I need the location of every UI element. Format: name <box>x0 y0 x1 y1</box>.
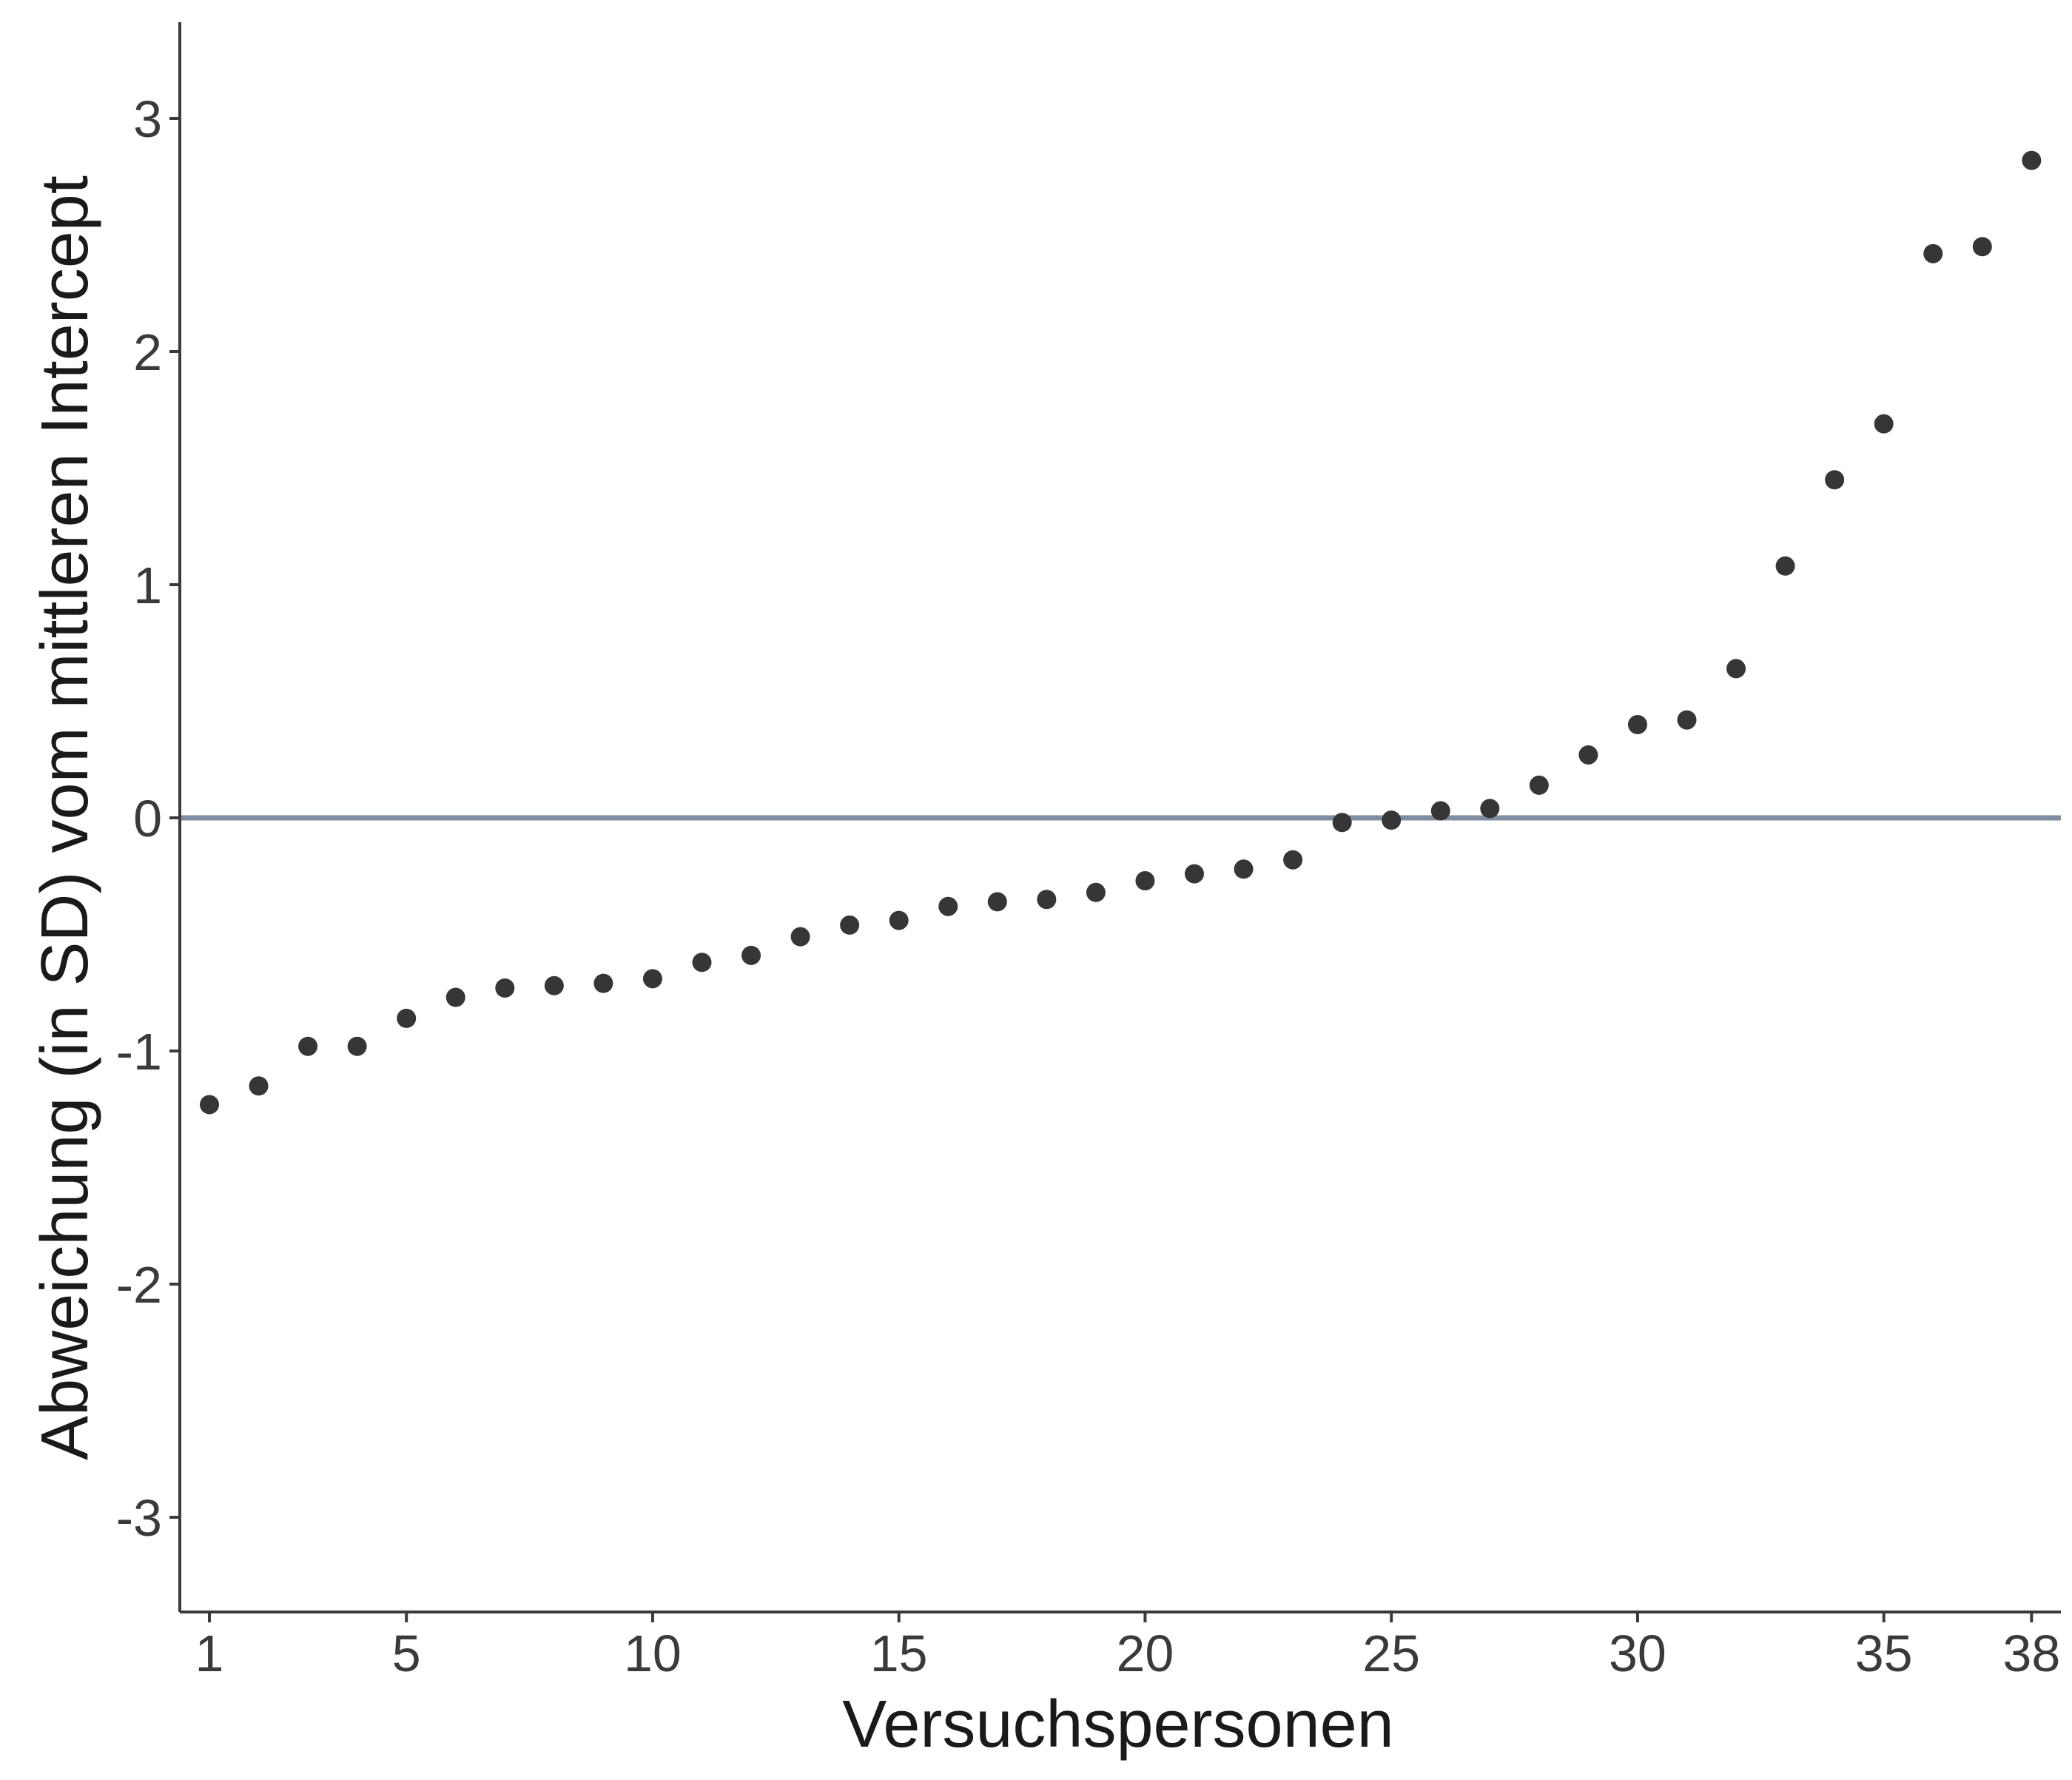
data-point <box>397 1008 417 1028</box>
data-point <box>1382 810 1402 830</box>
data-point <box>1578 745 1598 765</box>
data-point <box>1775 556 1795 576</box>
x-tick-label: 30 <box>1609 1625 1666 1682</box>
data-point <box>1726 659 1746 679</box>
x-tick-label: 1 <box>195 1625 224 1682</box>
data-point <box>1825 470 1845 490</box>
data-point <box>1874 414 1894 434</box>
data-point <box>889 910 909 930</box>
data-point <box>1185 864 1204 884</box>
data-point <box>1923 244 1943 263</box>
x-tick-label: 35 <box>1855 1625 1913 1682</box>
data-points-layer <box>200 150 2042 1115</box>
x-axis-title: Versuchspersonen <box>842 1687 1394 1761</box>
data-point <box>692 953 712 973</box>
data-point <box>1677 710 1697 730</box>
data-point <box>495 978 515 998</box>
y-tick-label: 2 <box>133 323 162 381</box>
x-tick-label: 20 <box>1117 1625 1174 1682</box>
data-point <box>741 945 761 965</box>
y-tick-label: -3 <box>116 1489 162 1547</box>
y-tick-label: 3 <box>133 90 162 148</box>
y-tick-label: -1 <box>116 1023 162 1081</box>
data-point <box>1480 799 1500 819</box>
data-point <box>1529 775 1549 795</box>
x-tick-label: 25 <box>1362 1625 1420 1682</box>
data-point <box>1972 237 1992 257</box>
data-point <box>2022 150 2042 170</box>
data-point <box>1037 890 1057 910</box>
x-tick-label: 15 <box>870 1625 928 1682</box>
y-axis-title: Abweichung (in SD) vom mittleren Interce… <box>28 175 102 1460</box>
data-point <box>1430 801 1450 821</box>
y-tick-label: -2 <box>116 1256 162 1314</box>
data-point <box>790 927 810 947</box>
data-point <box>1627 715 1647 734</box>
y-tick-label: 0 <box>133 790 162 847</box>
data-point <box>987 892 1007 912</box>
data-point <box>642 969 662 989</box>
data-point <box>298 1036 318 1056</box>
data-point <box>200 1095 219 1115</box>
data-point <box>593 973 613 993</box>
data-point <box>347 1036 367 1056</box>
data-point <box>445 987 465 1007</box>
data-point <box>840 915 860 935</box>
data-point <box>1283 850 1303 870</box>
data-point <box>1135 871 1155 891</box>
data-point <box>249 1076 269 1096</box>
data-point <box>1234 859 1254 879</box>
data-point <box>544 975 564 995</box>
data-point <box>1332 813 1352 833</box>
data-point <box>938 896 958 916</box>
y-tick-label: 1 <box>133 557 162 614</box>
data-point <box>1086 882 1106 902</box>
x-tick-label: 5 <box>392 1625 421 1682</box>
x-tick-label: 38 <box>2002 1625 2060 1682</box>
x-tick-label: 10 <box>624 1625 682 1682</box>
